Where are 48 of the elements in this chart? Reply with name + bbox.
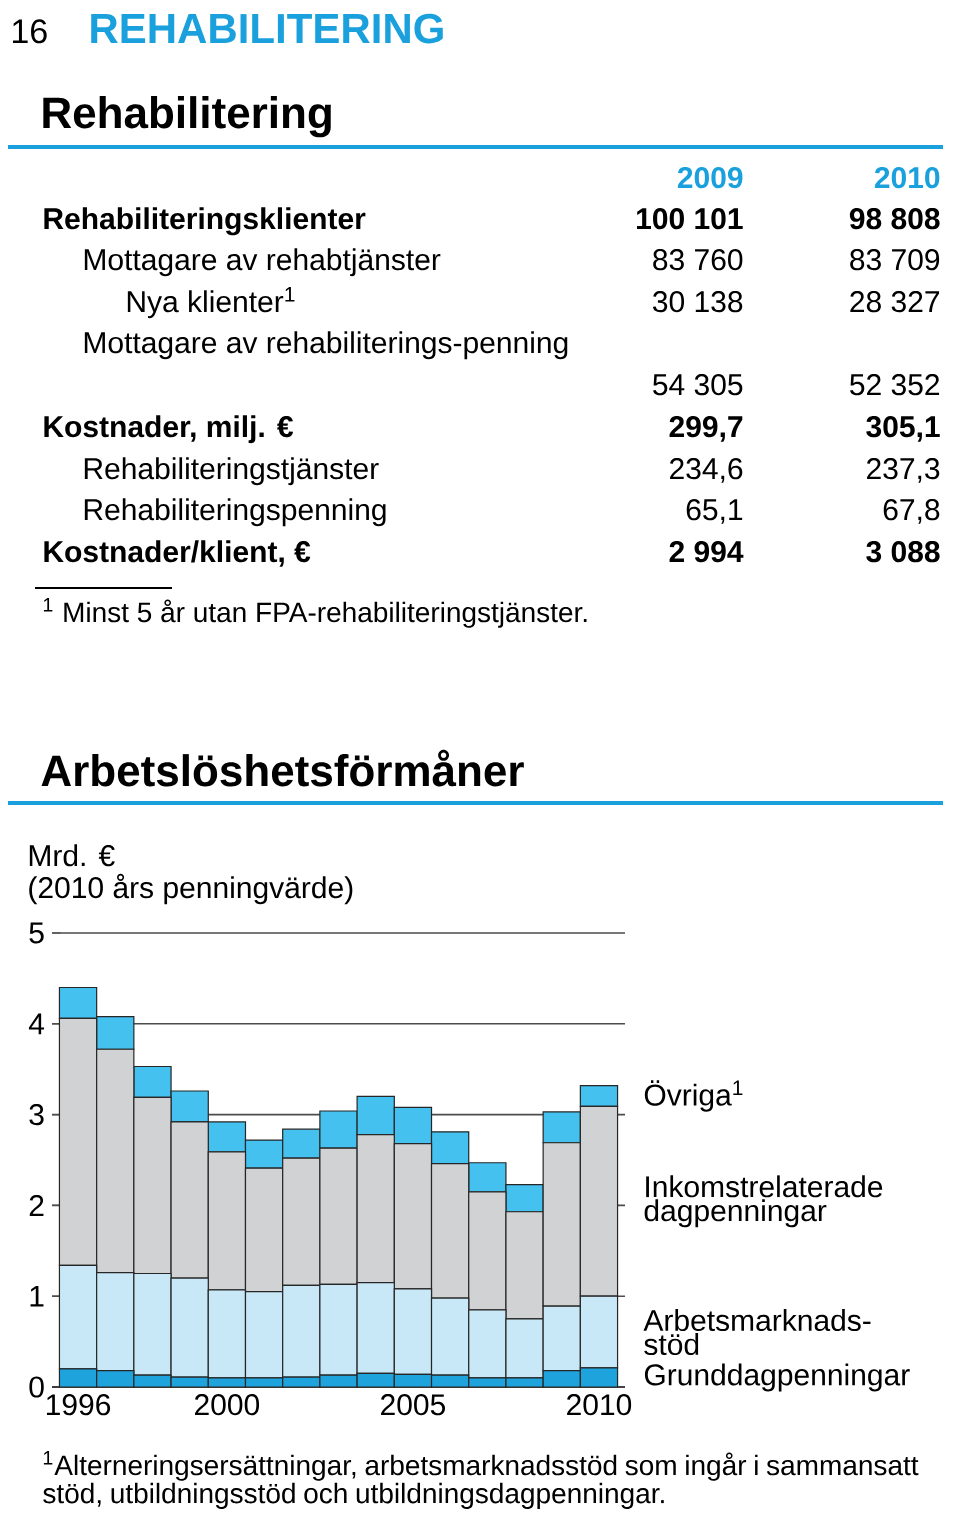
data-label: 52 352 [850,374,940,396]
y-tick-label: 1 [30,1285,44,1307]
category-label: Nya klienter$^{1}$ [127,287,295,319]
category-label: Rehabiliteringspenning [84,498,386,527]
data-label: 305,1 [866,416,940,442]
category-label: Mottagare av rehabiliterings-penning [84,331,568,360]
data-label: 54 305 [653,374,743,396]
data-label: 67,8 [883,499,940,524]
series-label: Inkomstrelaterade dagpenningar [644,1175,883,1228]
y-tick-label: 2 [29,1194,44,1216]
y-tick-label: 4 [28,1013,45,1035]
x-tick-label: 2005 [381,1394,446,1416]
text: $^{1}$Alterneringsersättningar, arbetsmarknadsstöd som ingår i sammansatt stöd, utbildningsstöd och utbildningsdagpenningar. [43,1451,919,1509]
chart-subtitle: (2010 års penningvärde) [29,873,353,905]
category-label: Rehabiliteringsklienter [44,207,366,236]
category-label: Rehabiliteringstjänster [84,457,379,486]
y-tick-label: 0 [29,1376,44,1398]
x-tick-label: 1996 [46,1394,111,1416]
data-label: 299,7 [669,416,743,442]
data-label: 28 327 [850,291,940,313]
category-label: Mottagare av rehabtjänster [84,248,441,277]
chart-title: Arbetslöshetsförmåner [41,749,524,787]
x-tick-label: 2010 [567,1394,632,1416]
text: REHABILITERING [91,13,443,44]
y-tick-label: 3 [29,1103,44,1126]
data-label: 30 138 [652,291,743,313]
data-label: 3 088 [866,541,940,563]
category-label: Kostnader, milj. € [44,415,294,444]
data-label: 100 101 [637,208,743,230]
text: 16 [13,19,47,44]
data-label: 83 760 [653,249,743,271]
data-label: 234,6 [670,458,743,483]
series-label: Arbetsmarknads-stöd [643,1309,871,1356]
text: 2010 [874,167,940,189]
text: 2009 [677,167,743,189]
text: $^{1}$ Minst 5 år utan FPA-rehabiliteringstjänster. [43,598,587,628]
data-label: 2 994 [669,541,744,563]
y-tick-label: 5 [29,922,44,944]
series-label: Övriga$^{1}$ [644,1080,743,1112]
y-axis-title: Mrd. € [29,844,115,867]
category-label: Kostnader/klient, € [44,540,311,567]
series-label: Grunddagpenningar [644,1363,910,1392]
data-label: 83 709 [850,249,940,271]
text: Rehabilitering [43,96,331,138]
data-label: 98 808 [849,208,940,230]
data-label: 65,1 [686,499,743,524]
x-tick-label: 2000 [195,1394,260,1416]
data-label: 237,3 [867,458,940,483]
